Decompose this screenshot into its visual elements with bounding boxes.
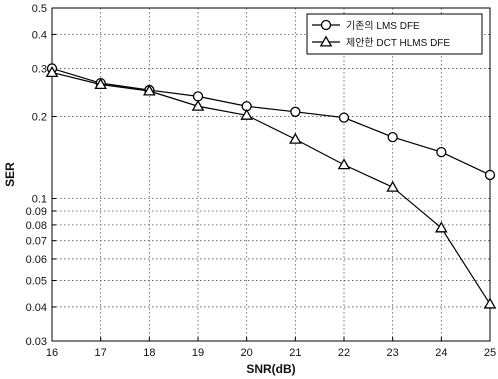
y-tick-label: 0.5 xyxy=(32,3,47,15)
y-tick-label: 0.03 xyxy=(26,336,47,348)
data-point xyxy=(387,131,398,143)
data-point xyxy=(338,112,350,123)
legend-item: 기존의 LMS DFE xyxy=(312,19,420,32)
y-tick-label: 0.05 xyxy=(26,276,47,288)
data-point xyxy=(94,77,107,90)
legend-marker xyxy=(319,35,333,47)
legend-marker xyxy=(320,19,332,31)
y-tick-label: 0.04 xyxy=(26,302,47,314)
data-point xyxy=(483,297,497,309)
x-tick-label: 16 xyxy=(46,347,58,359)
data-point xyxy=(240,108,253,120)
x-tick-label: 17 xyxy=(95,347,107,359)
data-point xyxy=(143,84,156,96)
data-point xyxy=(386,180,399,192)
legend-label: 기존의 LMS DFE xyxy=(346,20,420,32)
grid-lines xyxy=(52,8,490,341)
y-tick-label: 0.06 xyxy=(26,254,47,266)
y-tick-label: 0.09 xyxy=(26,206,47,218)
series-layer xyxy=(45,63,497,309)
y-tick-label: 0.4 xyxy=(32,29,47,41)
data-point xyxy=(484,169,496,181)
series-line xyxy=(51,71,491,305)
data-point xyxy=(337,158,351,170)
legend-label: 제안한 DCT HLMS DFE xyxy=(346,37,450,49)
x-tick-label: 25 xyxy=(484,347,496,359)
y-tick-label: 0.1 xyxy=(32,193,47,205)
series-2 xyxy=(45,65,497,309)
legend: 기존의 LMS DFE 제안한 DCT HLMS DFE xyxy=(306,13,483,55)
data-point xyxy=(290,106,301,117)
data-point xyxy=(289,132,302,144)
y-tick-label: 0.2 xyxy=(32,111,47,123)
x-tick-label: 18 xyxy=(143,347,155,359)
data-point xyxy=(45,65,59,78)
y-tick-label: 0.07 xyxy=(26,236,47,248)
x-tick-label: 24 xyxy=(435,347,447,359)
data-point xyxy=(435,221,448,233)
series-line xyxy=(51,67,491,176)
data-point xyxy=(436,146,447,158)
x-tick-label: 22 xyxy=(338,347,350,359)
x-tick-label: 21 xyxy=(289,347,301,359)
data-point xyxy=(192,91,204,102)
legend-box xyxy=(306,13,483,55)
y-axis-label: SER xyxy=(3,162,17,187)
x-tick-label: 20 xyxy=(241,347,253,359)
plot-area xyxy=(51,7,491,342)
series-1 xyxy=(46,63,496,181)
y-tick-label: 0.3 xyxy=(32,63,47,75)
x-tick-label: 19 xyxy=(192,347,204,359)
legend-item: 제안한 DCT HLMS DFE xyxy=(312,35,450,49)
axis-ticks: 16 17 18 19 20 21 22 23 24 25 0.03 0.04 0.05 0.06 0.07… xyxy=(26,3,497,359)
x-axis-label: SNR(dB) xyxy=(246,362,295,376)
y-tick-label: 0.08 xyxy=(26,220,47,232)
x-tick-label: 23 xyxy=(387,347,399,359)
data-point xyxy=(191,99,205,111)
